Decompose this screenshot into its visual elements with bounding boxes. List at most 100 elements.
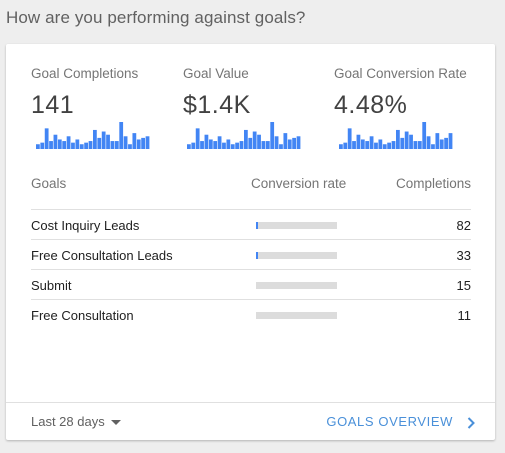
sparkline-bar <box>369 136 374 149</box>
sparkline-bar <box>404 131 409 149</box>
section-title: How are you performing against goals? <box>6 8 306 27</box>
sparkline-chart <box>36 122 150 149</box>
column-header-conversion-rate: Conversion rate <box>251 176 347 191</box>
sparkline-bar <box>208 139 213 149</box>
goals-table-header: Goals Conversion rate Completions <box>31 176 471 196</box>
sparkline-bar <box>439 139 444 149</box>
goal-name: Submit <box>31 278 72 293</box>
sparkline-bar <box>352 141 356 149</box>
metric-goal-conversion-rate: Goal Conversion Rate 4.48% <box>334 66 467 120</box>
completions-count: 33 <box>456 248 471 263</box>
sparkline-bar <box>257 134 261 149</box>
sparkline-bar <box>296 136 301 149</box>
sparkline-bar <box>431 144 435 149</box>
sparkline-bar <box>97 137 102 149</box>
sparkline-bar <box>71 142 75 149</box>
sparkline-bar <box>66 136 71 149</box>
conversion-rate-fill <box>256 252 258 259</box>
sparkline-bar <box>187 144 191 149</box>
sparkline-bar <box>213 141 218 149</box>
completions-count: 82 <box>456 218 471 233</box>
sparkline-bar <box>391 141 396 149</box>
sparkline-bar <box>261 141 266 149</box>
sparkline-bar <box>136 139 141 149</box>
sparkline-bar <box>339 144 343 149</box>
table-row: Cost Inquiry Leads 82 <box>31 209 471 239</box>
sparkline-bar <box>347 128 352 149</box>
sparkline-bar <box>230 144 235 149</box>
sparkline-bar <box>217 136 222 149</box>
sparkline-bar <box>40 142 45 149</box>
metric-label: Goal Completions <box>31 66 139 81</box>
sparkline-chart <box>339 122 453 149</box>
sparkline-bar <box>374 142 378 149</box>
conversion-rate-bar <box>256 282 337 289</box>
chevron-right-icon <box>467 416 475 429</box>
sparkline-bar <box>265 141 270 149</box>
sparkline-bar <box>252 131 257 149</box>
goals-card: Goal Completions 141 Goal Value $1.4K Go… <box>6 44 495 440</box>
sparkline-bar <box>274 136 279 149</box>
sparkline-bar <box>283 133 288 149</box>
sparkline-bar <box>141 137 146 149</box>
goals-overview-link[interactable]: GOALS OVERVIEW <box>326 414 475 429</box>
sparkline-bar <box>235 142 240 149</box>
date-range-dropdown[interactable]: Last 28 days <box>31 414 121 429</box>
sparkline-bar <box>360 139 365 149</box>
goals-overview-label: GOALS OVERVIEW <box>326 414 453 429</box>
goals-table: Cost Inquiry Leads 82 Free Consultation … <box>31 209 471 329</box>
table-row: Submit 15 <box>31 269 471 299</box>
sparkline-bar <box>114 141 119 149</box>
sparkline-bar <box>292 137 297 149</box>
sparkline-bar <box>239 141 244 149</box>
sparkline-bar <box>145 136 150 149</box>
conversion-rate-bar <box>256 252 337 259</box>
sparkline-bar <box>382 144 387 149</box>
sparkline-bar <box>84 142 89 149</box>
metric-value: $1.4K <box>183 91 251 119</box>
column-header-completions: Completions <box>395 176 471 191</box>
sparkline-bar <box>287 139 292 149</box>
sparkline-bar <box>270 122 275 149</box>
sparkline-bar <box>62 141 67 149</box>
sparkline-bar <box>110 141 115 149</box>
conversion-rate-bar <box>256 222 337 229</box>
sparkline-bar <box>417 141 422 149</box>
sparkline-bar <box>343 142 348 149</box>
sparkline-bar <box>365 141 370 149</box>
goal-name: Free Consultation <box>31 308 134 323</box>
sparkline-bar <box>400 137 405 149</box>
sparkline-bar <box>396 129 400 149</box>
sparkline-bar <box>248 137 253 149</box>
sparkline-bar <box>128 144 132 149</box>
sparkline-bar <box>244 129 248 149</box>
sparkline-bar <box>378 139 383 149</box>
conversion-rate-fill <box>256 222 259 229</box>
sparkline-bar <box>448 133 453 149</box>
card-footer: Last 28 days GOALS OVERVIEW <box>6 402 495 440</box>
sparkline-bar <box>195 128 200 149</box>
sparkline-bar <box>49 141 53 149</box>
sparkline-bar <box>36 144 40 149</box>
sparkline-bar <box>222 142 226 149</box>
sparkline-bar <box>123 136 128 149</box>
sparkline-bar <box>75 139 80 149</box>
sparkline-bar <box>204 134 209 149</box>
completions-count: 15 <box>456 278 471 293</box>
column-header-goals: Goals <box>31 176 67 191</box>
sparkline-bar <box>356 134 361 149</box>
caret-down-icon <box>110 420 121 426</box>
sparkline-bar <box>435 133 440 149</box>
conversion-rate-bar <box>256 312 337 319</box>
sparkline-bar <box>409 134 413 149</box>
sparkline-bar <box>88 141 93 149</box>
table-row: Free Consultation 11 <box>31 299 471 329</box>
sparkline-bar <box>422 122 427 149</box>
sparkline-bar <box>119 122 124 149</box>
metric-label: Goal Conversion Rate <box>334 66 467 81</box>
metric-value: 141 <box>31 91 75 119</box>
sparkline-bar <box>132 133 137 149</box>
sparkline-bar <box>387 142 392 149</box>
sparkline-bar <box>53 134 58 149</box>
metric-value: 4.48% <box>334 91 408 119</box>
